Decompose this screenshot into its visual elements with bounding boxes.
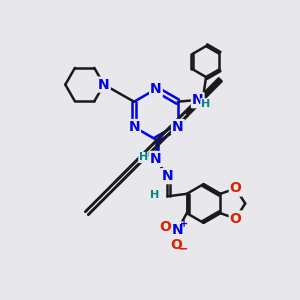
Text: H: H — [139, 152, 148, 162]
Text: O: O — [230, 212, 242, 226]
Text: N: N — [172, 120, 184, 134]
Text: N: N — [98, 78, 110, 92]
Text: O: O — [170, 238, 182, 252]
Text: O: O — [230, 182, 242, 196]
Text: N: N — [150, 152, 162, 166]
Text: N: N — [150, 82, 162, 96]
Text: −: − — [178, 243, 188, 256]
Text: N: N — [172, 223, 184, 236]
Text: N: N — [161, 169, 173, 183]
Text: N: N — [192, 93, 204, 107]
Text: N: N — [128, 120, 140, 134]
Text: H: H — [201, 99, 210, 109]
Text: O: O — [159, 220, 171, 233]
Text: H: H — [150, 190, 159, 200]
Text: +: + — [180, 219, 188, 229]
